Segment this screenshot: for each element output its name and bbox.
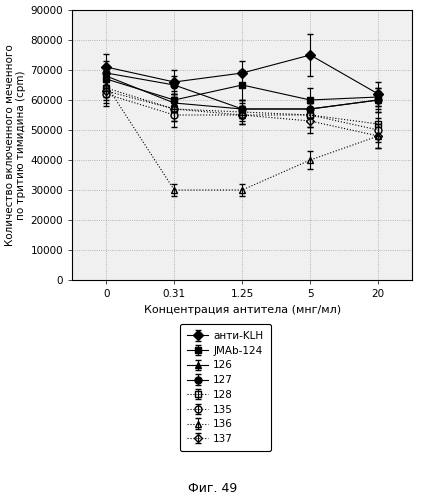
Y-axis label: Количество включенного меченного
по тритию тимидина (cpm): Количество включенного меченного по трит… <box>5 44 26 246</box>
Text: Фиг. 49: Фиг. 49 <box>188 482 237 496</box>
X-axis label: Концентрация антитела (мнг/мл): Концентрация антитела (мнг/мл) <box>144 304 341 314</box>
Legend: анти-KLH, JMAb-124, 126, 127, 128, 135, 136, 137: анти-KLH, JMAb-124, 126, 127, 128, 135, … <box>180 324 271 451</box>
